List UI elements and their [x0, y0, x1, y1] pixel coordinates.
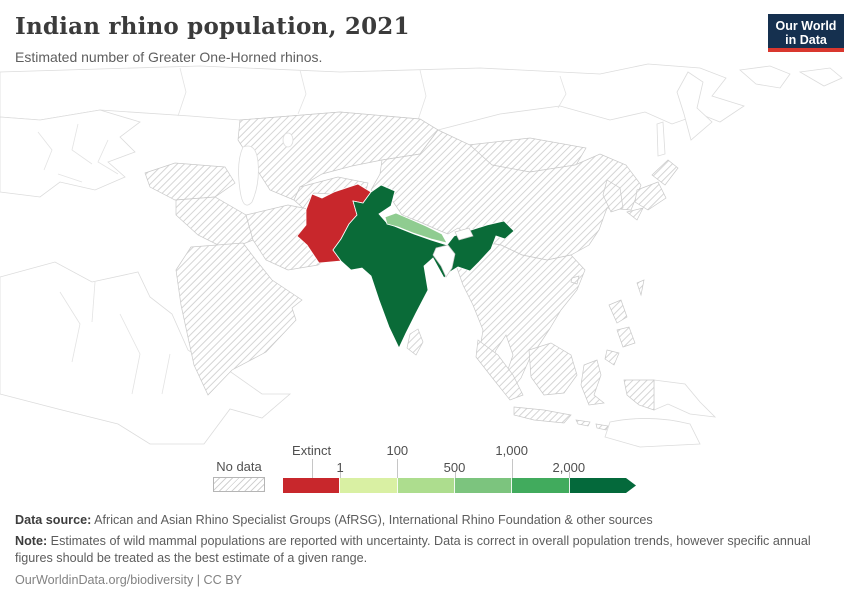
islands-lesser-sunda[interactable]	[575, 419, 609, 431]
legend-color-bar[interactable]	[283, 478, 626, 493]
country-japan-kyushu[interactable]	[626, 207, 644, 221]
caspian-sea	[238, 145, 259, 206]
region-new-guinea-west[interactable]	[623, 379, 655, 411]
coast-australia[interactable]	[604, 418, 701, 448]
country-papua-new-guinea[interactable]	[653, 379, 717, 418]
note-text: Estimates of wild mammal populations are…	[15, 533, 811, 565]
legend-tick-line	[311, 459, 313, 478]
legend-tick-line	[397, 459, 399, 478]
data-source-line: Data source: African and Asian Rhino Spe…	[15, 512, 815, 529]
island-hainan[interactable]	[570, 275, 580, 285]
legend-tick-label: Extinct	[292, 443, 332, 458]
country-korea[interactable]	[602, 179, 624, 213]
country-bhutan[interactable]	[454, 227, 474, 241]
page-subtitle: Estimated number of Greater One-Horned r…	[15, 49, 323, 65]
inland-seas	[238, 132, 294, 206]
country-iraq-levant[interactable]	[175, 196, 254, 251]
coast-northeast-far[interactable]	[798, 67, 843, 87]
legend-tick-line	[568, 472, 570, 478]
island-sulawesi[interactable]	[580, 359, 605, 406]
internal-borders	[37, 67, 567, 395]
legend-tick-label: 2,000	[552, 460, 586, 475]
legend-no-data-label: No data	[216, 459, 262, 474]
legend-tick-label: 100	[386, 443, 409, 458]
island-sumatra[interactable]	[475, 339, 524, 401]
country-russia-chukotka[interactable]	[739, 65, 791, 89]
asia-map	[0, 63, 843, 448]
legend-tick-line	[454, 472, 456, 478]
owid-logo[interactable]: Our World in Data	[768, 14, 844, 52]
legend-segment[interactable]	[396, 478, 454, 493]
country-russia-kamchatka[interactable]	[676, 71, 713, 141]
country-taiwan[interactable]	[636, 279, 645, 297]
region-africa[interactable]	[0, 261, 292, 445]
license-line[interactable]: OurWorldinData.org/biodiversity | CC BY	[15, 572, 243, 587]
legend-no-data[interactable]: No data	[213, 459, 265, 492]
legend-segment[interactable]	[283, 478, 340, 493]
country-japan-honshu[interactable]	[634, 181, 667, 211]
owid-logo-line1: Our World	[775, 18, 837, 33]
country-bangladesh[interactable]	[432, 244, 456, 278]
island-java[interactable]	[513, 406, 572, 424]
no-data-countries	[144, 111, 679, 431]
owid-logo-line2: in Data	[785, 33, 827, 47]
legend-segment[interactable]	[453, 478, 512, 493]
note-label: Note:	[15, 533, 48, 548]
no-data-swatch	[213, 477, 265, 492]
country-nepal[interactable]	[384, 212, 448, 244]
legend-arrow-cap	[626, 478, 636, 493]
legend-tick-line	[511, 459, 513, 478]
country-turkey[interactable]	[144, 162, 236, 201]
data-countries	[296, 183, 515, 349]
country-india[interactable]	[332, 184, 515, 349]
legend-tick-label: 1,000	[495, 443, 528, 458]
country-saudi-arabia[interactable]	[175, 242, 303, 396]
legend-tick-line	[340, 472, 342, 478]
legend-tick-label: 500	[443, 460, 466, 475]
out-of-region-landmass	[0, 63, 843, 448]
footer: Data source: African and Asian Rhino Spe…	[15, 512, 815, 589]
data-source-label: Data source:	[15, 513, 92, 527]
aral-sea	[282, 132, 294, 148]
country-japan-hokkaido[interactable]	[651, 159, 679, 186]
country-sri-lanka[interactable]	[406, 328, 424, 356]
region-europe[interactable]	[0, 109, 141, 198]
legend-tick-label: 1	[336, 460, 344, 475]
map-canvas	[0, 62, 850, 462]
legend-segment[interactable]	[568, 478, 626, 493]
island-borneo[interactable]	[528, 342, 578, 396]
legend-segment[interactable]	[339, 478, 397, 493]
island-sakhalin[interactable]	[656, 121, 666, 157]
data-source-text: African and Asian Rhino Specialist Group…	[91, 513, 653, 527]
country-philippines[interactable]	[604, 299, 636, 366]
page-title: Indian rhino population, 2021	[15, 13, 410, 40]
owid-logo-accent-bar	[768, 48, 844, 52]
legend-segment[interactable]	[511, 478, 569, 493]
country-china[interactable]	[370, 129, 642, 261]
note-line: Note: Estimates of wild mammal populatio…	[15, 533, 815, 567]
